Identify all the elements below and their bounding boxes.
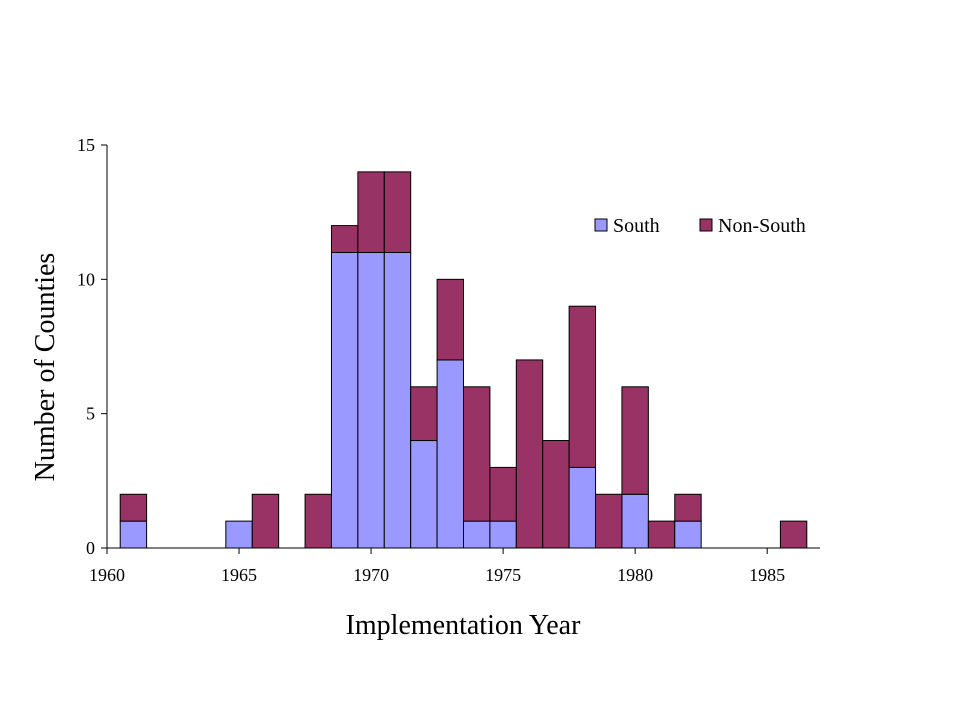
bar-non-south-1961 xyxy=(119,493,148,522)
bar-non-south-1968 xyxy=(304,493,332,549)
bar-non-south-1966 xyxy=(251,493,280,549)
y-tick-label: 0 xyxy=(86,538,95,558)
x-axis-title: Implementation Year xyxy=(346,610,582,641)
bar-non-south-1972 xyxy=(410,386,438,442)
x-tick-label: 1965 xyxy=(221,565,257,585)
legend-label-south: South xyxy=(613,215,660,237)
bar-south-1972 xyxy=(410,440,438,549)
bar-south-1978 xyxy=(568,466,597,549)
y-tick-label: 10 xyxy=(77,269,95,289)
bar-non-south-1969 xyxy=(330,225,359,253)
legend-label-non-south: Non-South xyxy=(718,215,806,237)
ticks-group: 1960 1965 1970 1975 1980 1985 0 5 10 15 xyxy=(77,135,785,585)
y-tick-label: 15 xyxy=(77,135,95,155)
x-tick-label: 1980 xyxy=(617,565,653,585)
bar-non-south-1980 xyxy=(621,386,649,495)
bar-non-south-1978 xyxy=(568,305,597,468)
y-tick-label: 5 xyxy=(86,404,95,424)
x-tick-label: 1985 xyxy=(749,565,785,585)
axes-group xyxy=(106,145,820,549)
bar-south-1974 xyxy=(463,520,491,549)
x-tick-label: 1960 xyxy=(89,565,125,585)
legend: South Non-South xyxy=(594,215,806,237)
bar-non-south-1979 xyxy=(595,493,623,549)
bar-non-south-1982 xyxy=(674,493,702,522)
bar-south-1971 xyxy=(383,251,412,549)
legend-swatch-south xyxy=(594,218,608,232)
bar-south-1980 xyxy=(621,493,649,549)
bar-south-1961 xyxy=(119,520,148,549)
bar-non-south-1975 xyxy=(489,466,517,522)
bar-south-1969 xyxy=(330,251,359,549)
x-tick-label: 1970 xyxy=(353,565,389,585)
bars-group xyxy=(119,171,808,549)
bar-non-south-1981 xyxy=(647,520,676,549)
bar-non-south-1970 xyxy=(357,171,385,253)
bar-south-1975 xyxy=(489,520,517,549)
bar-non-south-1971 xyxy=(383,171,412,253)
legend-swatch-non-south xyxy=(699,218,713,232)
bar-non-south-1976 xyxy=(515,359,544,549)
bar-south-1973 xyxy=(436,359,464,549)
bar-non-south-1974 xyxy=(463,386,491,522)
bar-non-south-1977 xyxy=(542,440,570,549)
x-tick-label: 1975 xyxy=(485,565,521,585)
bar-south-1982 xyxy=(674,520,702,549)
bar-non-south-1986 xyxy=(779,520,808,549)
bar-south-1965 xyxy=(225,520,253,549)
bar-non-south-1973 xyxy=(436,278,464,361)
bar-south-1970 xyxy=(357,251,385,549)
y-axis-title: Number of Counties xyxy=(30,253,61,482)
